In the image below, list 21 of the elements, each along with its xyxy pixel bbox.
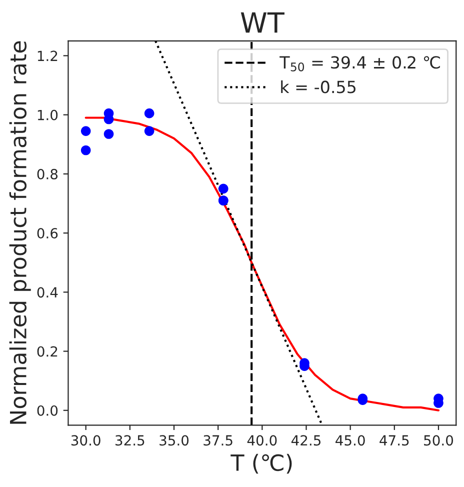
y-tick-label: 0.2: [37, 346, 58, 357]
y-axis-title: Normalized product formation rate: [9, 41, 31, 424]
x-axis-title: T (℃): [230, 454, 292, 474]
x-tick-label: 45.0: [336, 435, 365, 446]
x-tick-label: 50.0: [424, 435, 454, 446]
x-tick-label: 42.5: [291, 435, 320, 446]
chart-title: WT: [240, 12, 284, 33]
x-tick-label: 30.0: [71, 435, 100, 446]
x-tick-label: 40.0: [247, 435, 277, 446]
y-tick-label: 0.6: [37, 228, 58, 239]
y-tick-label: 0.0: [37, 405, 58, 416]
y-tick-label: 1.0: [38, 110, 58, 120]
x-tick-label: 37.5: [204, 435, 232, 446]
x-tick-label: 47.5: [380, 435, 409, 446]
x-tick-label: 32.5: [116, 435, 144, 446]
ref-line-label: T$_{50}$ = 39.4 ± 0.2 ℃: [280, 56, 440, 72]
y-tick-label: 0.8: [37, 168, 58, 180]
x-tick-label: 35.0: [160, 435, 189, 446]
y-tick-label: 1.2: [38, 50, 58, 61]
y-tick-label: 0.4: [37, 287, 58, 298]
legend-label: k = -0.55: [281, 80, 356, 94]
